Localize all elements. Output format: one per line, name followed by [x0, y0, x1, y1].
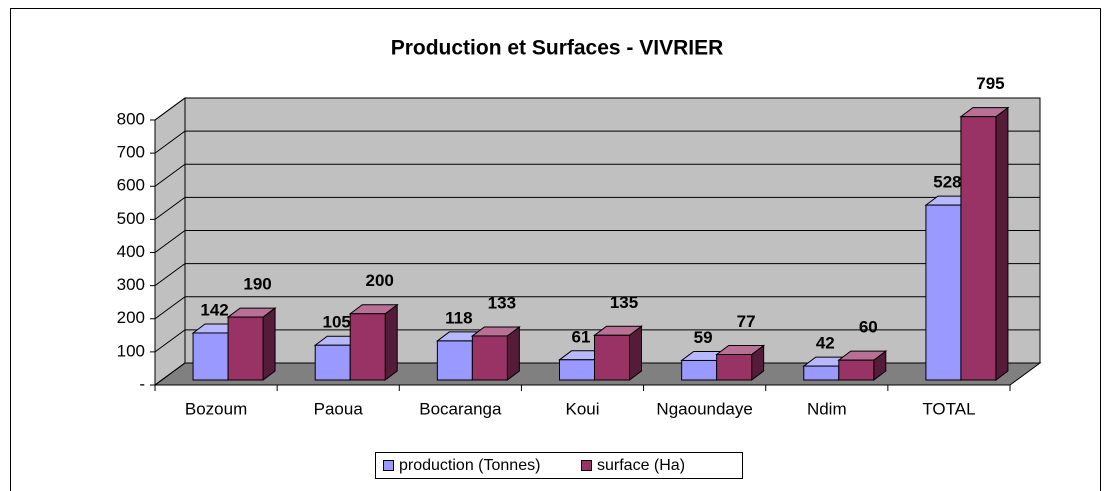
value-label: 795	[976, 74, 1004, 93]
bar-front	[803, 365, 840, 381]
y-tick-label: 700	[117, 143, 145, 162]
bar-front	[960, 116, 997, 381]
bar-front	[594, 334, 630, 381]
grid-line	[154, 329, 1040, 353]
legend-swatch	[581, 460, 592, 471]
value-label: 61	[572, 327, 591, 346]
bar	[593, 325, 643, 381]
chart-title: Production et Surfaces - VIVRIER	[391, 37, 724, 60]
value-label: 135	[610, 293, 638, 312]
grid-line	[154, 196, 1040, 220]
value-label: 59	[694, 328, 713, 347]
y-tick-label: 200	[117, 308, 145, 327]
x-tick-label: Koui	[565, 399, 599, 418]
value-label: 60	[859, 318, 878, 337]
x-tick-label: TOTAL	[922, 399, 975, 418]
value-label: 528	[933, 173, 961, 192]
x-tick-label: Bocaranga	[419, 399, 502, 418]
y-tick-label: -	[139, 374, 145, 393]
bar-side	[262, 307, 276, 381]
value-label: 42	[816, 334, 835, 353]
bar-front	[192, 332, 229, 381]
grid-line	[154, 263, 1040, 287]
bar-front	[436, 340, 473, 381]
legend-label: surface (Ha)	[597, 457, 685, 474]
legend-label: production (Tonnes)	[399, 457, 540, 474]
grid-line	[154, 230, 1040, 253]
bar-side	[995, 106, 1009, 381]
legend: production (Tonnes) surface (Ha)	[375, 452, 743, 479]
value-label: 190	[243, 275, 271, 294]
bar-front	[838, 359, 875, 381]
value-label: 77	[737, 312, 756, 331]
x-tick-label: Paoua	[314, 399, 364, 418]
value-label: 142	[200, 300, 228, 319]
legend-box	[375, 452, 743, 479]
bar	[837, 350, 888, 381]
y-tick-label: 100	[117, 341, 145, 360]
bar-front	[349, 313, 386, 381]
x-tick-label: Ndim	[807, 399, 847, 418]
legend-swatch	[383, 460, 394, 471]
x-tick-label: Ngaoundaye	[656, 399, 752, 418]
bar	[348, 303, 399, 381]
bar	[959, 106, 1010, 381]
y-tick-label: 300	[117, 275, 145, 294]
grid-line	[154, 130, 1040, 154]
y-tick-label: 500	[117, 209, 145, 228]
grid-line	[154, 97, 1040, 121]
y-tick-label: 600	[117, 176, 145, 195]
bar	[470, 325, 521, 382]
bar	[715, 344, 766, 381]
bar-front	[716, 353, 753, 381]
bar-front	[559, 359, 595, 381]
value-label: 118	[445, 308, 472, 327]
bar	[226, 307, 277, 381]
y-tick-label: 800	[117, 109, 145, 128]
bar-front	[314, 344, 351, 381]
bar-front	[681, 359, 718, 381]
grid-line	[154, 163, 1040, 187]
bar-side	[384, 303, 398, 381]
value-label: 133	[488, 293, 516, 312]
value-label: 105	[323, 313, 351, 332]
bar-front	[227, 316, 264, 381]
x-tick-label: Bozoum	[185, 399, 247, 418]
y-tick-label: 400	[117, 242, 145, 261]
value-label: 200	[366, 271, 394, 290]
grid-line	[154, 296, 1040, 320]
bar-front	[471, 335, 508, 381]
bar-front	[925, 204, 962, 381]
